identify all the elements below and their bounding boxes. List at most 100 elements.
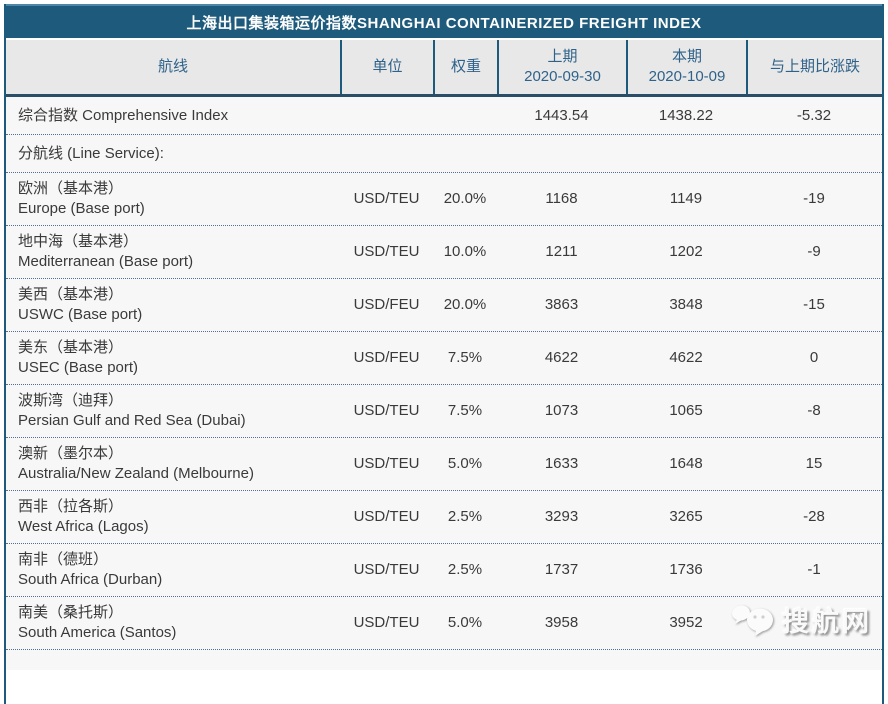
table-row: 美东（基本港） USEC (Base port) USD/FEU 7.5% 46… [6, 332, 882, 385]
unit-cell: USD/TEU [353, 455, 420, 472]
table-row: 波斯湾（迪拜） Persian Gulf and Red Sea (Dubai)… [6, 385, 882, 438]
table-header: 航线 单位 权重 上期 2020-09-30 本期 2020-10-09 与上期… [6, 40, 882, 97]
route-name-en: Australia/New Zealand (Melbourne) [18, 465, 254, 482]
prev-value-cell: 4622 [544, 349, 579, 366]
route-name-cn: 美西（基本港） [18, 286, 124, 303]
weight-cell: 2.5% [447, 561, 483, 578]
weight-cell: 2.5% [447, 508, 483, 525]
col-header-unit: 单位 [340, 40, 433, 94]
unit-cell: USD/TEU [353, 614, 420, 631]
change-value-cell: -1 [807, 561, 821, 578]
route-name-cn: 澳新（墨尔本） [18, 445, 124, 462]
route-name-en: Europe (Base port) [18, 200, 145, 217]
table-row: 美西（基本港） USWC (Base port) USD/FEU 20.0% 3… [6, 279, 882, 332]
curr-value-cell: 3848 [669, 296, 703, 313]
prev-value-cell: 1211 [545, 243, 578, 260]
route-name-cn: 波斯湾（迪拜） [18, 392, 124, 409]
curr-period-label: 本期 [671, 48, 702, 65]
unit-cell: USD/FEU [353, 349, 420, 366]
unit-cell: USD/TEU [353, 561, 420, 578]
table-row: 西非（拉各斯） West Africa (Lagos) USD/TEU 2.5%… [6, 491, 882, 544]
prev-value-cell: 3958 [544, 614, 579, 631]
route-cell: 地中海（基本港） Mediterranean (Base port) [6, 226, 340, 278]
prev-value-cell: 1073 [544, 402, 579, 419]
route-name-en: Mediterranean (Base port) [18, 253, 194, 270]
route-cell: 欧洲（基本港） Europe (Base port) [6, 173, 340, 225]
route-cell: 西非（拉各斯） West Africa (Lagos) [6, 491, 340, 543]
route-name-cn: 分航线 (Line Service): [18, 144, 164, 162]
route-cell: 综合指数 Comprehensive Index [6, 97, 340, 134]
col-header-prev-period: 上期 2020-09-30 [497, 40, 626, 94]
prev-value-cell: 1737 [544, 561, 579, 578]
route-name-en: South Africa (Durban) [18, 571, 163, 588]
partial-next-row [6, 650, 882, 670]
route-name-cn: 南美（桑托斯） [18, 604, 124, 621]
curr-value-cell: 4622 [669, 349, 703, 366]
curr-value-cell: 1149 [669, 190, 703, 207]
scfi-table: 上海出口集装箱运价指数SHANGHAI CONTAINERIZED FREIGH… [4, 4, 884, 704]
route-name-cn: 美东（基本港） [18, 339, 124, 356]
col-header-weight: 权重 [433, 40, 497, 94]
curr-value-cell: 1065 [669, 402, 703, 419]
weight-cell: 10.0% [443, 243, 487, 260]
table-row: 综合指数 Comprehensive Index 1443.54 1438.22… [6, 97, 882, 135]
weight-cell: 20.0% [443, 296, 487, 313]
unit-cell: USD/TEU [353, 190, 420, 207]
curr-value-cell: 1736 [669, 561, 703, 578]
prev-value-cell: 3293 [544, 508, 579, 525]
change-value-cell: 15 [805, 455, 823, 472]
route-cell: 南美（桑托斯） South America (Santos) [6, 597, 340, 649]
route-name-cn: 综合指数 Comprehensive Index [18, 106, 229, 124]
change-value-cell: -15 [803, 296, 825, 313]
prev-value-cell: 1633 [544, 455, 579, 472]
col-header-route: 航线 [157, 58, 188, 75]
curr-value-cell: 3265 [669, 508, 703, 525]
route-cell: 南非（德班） South Africa (Durban) [6, 544, 340, 596]
unit-cell: USD/FEU [353, 296, 420, 313]
unit-cell: USD/TEU [353, 243, 420, 260]
route-name-en: USEC (Base port) [18, 359, 139, 376]
col-header-change: 与上期比涨跌 [746, 40, 882, 94]
table-row: 分航线 (Line Service): [6, 135, 882, 173]
unit-cell [340, 135, 433, 172]
prev-period-label: 上期 [547, 48, 578, 65]
weight-cell: 20.0% [443, 190, 487, 207]
weight-cell [433, 97, 497, 134]
unit-cell: USD/TEU [353, 508, 420, 525]
unit-cell [340, 97, 433, 134]
change-value-cell: -28 [803, 508, 825, 525]
table-row: 欧洲（基本港） Europe (Base port) USD/TEU 20.0%… [6, 173, 882, 226]
change-value-cell: -19 [803, 190, 825, 207]
change-value-cell: -9 [807, 243, 821, 260]
curr-value-cell [626, 135, 746, 172]
curr-value-cell: 1202 [669, 243, 703, 260]
weight-cell: 7.5% [447, 402, 483, 419]
curr-value-cell: 1648 [669, 455, 703, 472]
route-name-en: Persian Gulf and Red Sea (Dubai) [18, 412, 246, 429]
route-name-cn: 南非（德班） [18, 551, 109, 568]
change-value-cell: -5.32 [796, 106, 832, 124]
route-cell: 波斯湾（迪拜） Persian Gulf and Red Sea (Dubai) [6, 385, 340, 437]
unit-cell: USD/TEU [353, 402, 420, 419]
change-value-cell [746, 597, 882, 649]
weight-cell: 5.0% [447, 455, 483, 472]
prev-value-cell: 3863 [544, 296, 579, 313]
table-title: 上海出口集装箱运价指数SHANGHAI CONTAINERIZED FREIGH… [6, 4, 882, 38]
route-name-cn: 地中海（基本港） [18, 233, 139, 250]
route-cell: 澳新（墨尔本） Australia/New Zealand (Melbourne… [6, 438, 340, 490]
weight-cell [433, 135, 497, 172]
route-name-en: South America (Santos) [18, 624, 177, 641]
curr-value-cell: 1438.22 [658, 106, 714, 124]
table-row: 南美（桑托斯） South America (Santos) USD/TEU 5… [6, 597, 882, 650]
change-value-cell: -8 [807, 402, 821, 419]
route-cell: 美东（基本港） USEC (Base port) [6, 332, 340, 384]
route-cell: 分航线 (Line Service): [6, 135, 340, 172]
table-row: 澳新（墨尔本） Australia/New Zealand (Melbourne… [6, 438, 882, 491]
route-name-en: West Africa (Lagos) [18, 518, 149, 535]
weight-cell: 7.5% [447, 349, 483, 366]
curr-value-cell: 3952 [669, 614, 703, 631]
title-divider [6, 38, 882, 40]
table-row: 南非（德班） South Africa (Durban) USD/TEU 2.5… [6, 544, 882, 597]
route-name-cn: 西非（拉各斯） [18, 498, 124, 515]
weight-cell: 5.0% [447, 614, 483, 631]
